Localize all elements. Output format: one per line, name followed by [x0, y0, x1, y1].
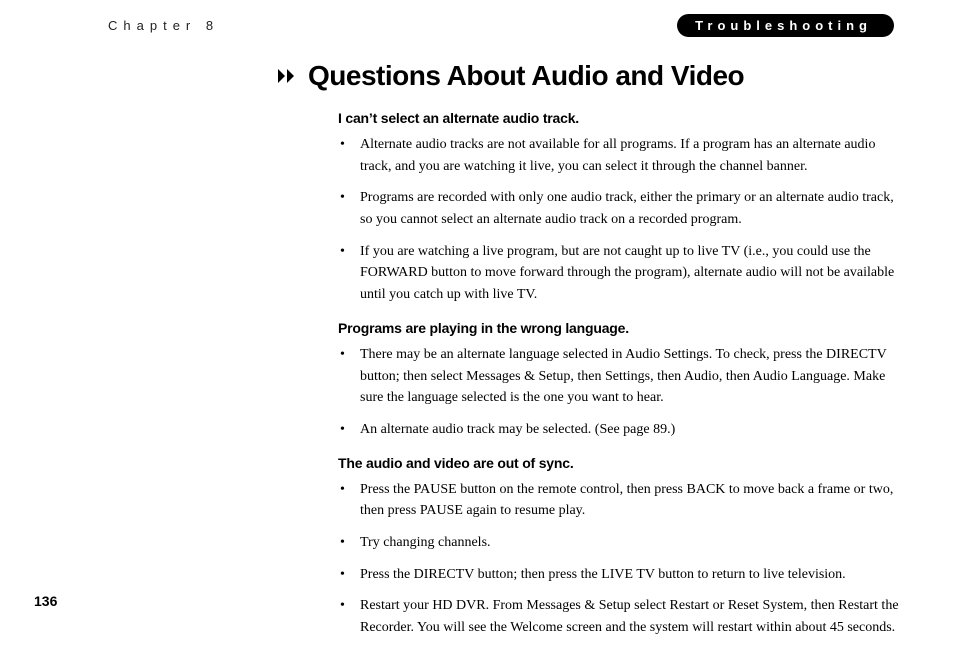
list-item: If you are watching a live program, but … [338, 241, 900, 306]
page-number: 136 [34, 593, 57, 609]
list-item: Restart your HD DVR. From Messages & Set… [338, 595, 900, 638]
list-item: An alternate audio track may be selected… [338, 419, 900, 441]
chapter-label: Chapter 8 [108, 18, 219, 33]
section-heading: Programs are playing in the wrong langua… [338, 320, 900, 336]
list-item: Press the PAUSE button on the remote con… [338, 479, 900, 522]
section-heading: I can’t select an alternate audio track. [338, 110, 900, 126]
content-body: Questions About Audio and Video I can’t … [300, 60, 900, 649]
page: Chapter 8 Troubleshooting Questions Abou… [0, 0, 954, 663]
section-badge: Troubleshooting [677, 14, 894, 37]
bullet-list: Alternate audio tracks are not available… [338, 134, 900, 306]
list-item: There may be an alternate language selec… [338, 344, 900, 409]
list-item: Alternate audio tracks are not available… [338, 134, 900, 177]
page-header: Chapter 8 Troubleshooting [0, 18, 954, 42]
double-arrow-icon [278, 69, 298, 83]
title-row: Questions About Audio and Video [278, 60, 900, 92]
bullet-list: There may be an alternate language selec… [338, 344, 900, 441]
list-item: Programs are recorded with only one audi… [338, 187, 900, 230]
list-item: Press the DIRECTV button; then press the… [338, 564, 900, 586]
list-item: Try changing channels. [338, 532, 900, 554]
bullet-list: Press the PAUSE button on the remote con… [338, 479, 900, 639]
section-heading: The audio and video are out of sync. [338, 455, 900, 471]
page-title: Questions About Audio and Video [308, 60, 744, 91]
